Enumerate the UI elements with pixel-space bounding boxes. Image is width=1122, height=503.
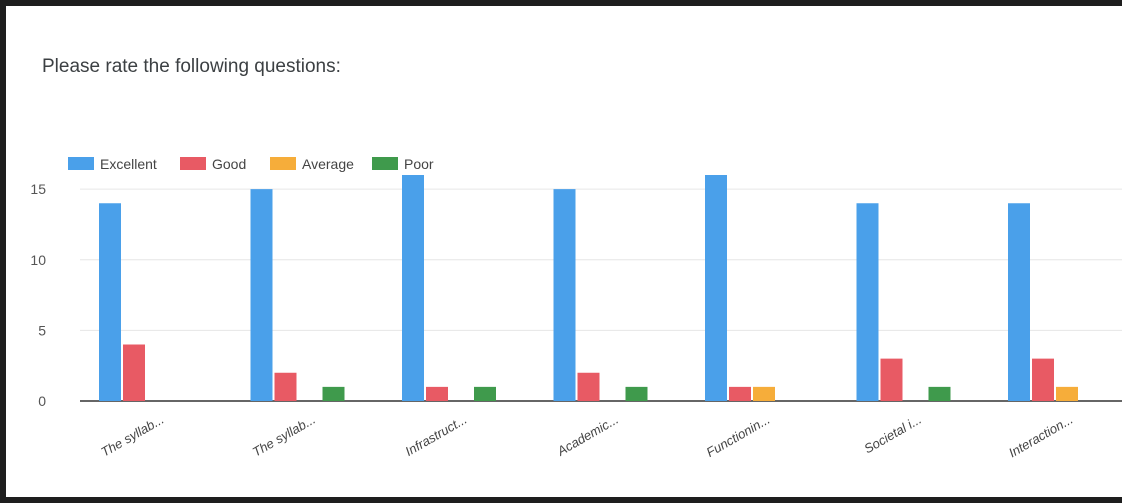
bar-good-5 — [880, 358, 903, 401]
legend-label-average: Average — [302, 156, 354, 172]
bar-excellent-3 — [553, 189, 576, 401]
x-category-label-6: Interaction... — [1006, 412, 1075, 461]
bar-excellent-2 — [402, 175, 424, 401]
bar-poor-5 — [928, 386, 951, 401]
x-category-label-1: The syllab... — [250, 412, 318, 460]
bar-good-1 — [274, 372, 297, 401]
y-tick-label-15: 15 — [30, 181, 46, 197]
bar-good-2 — [426, 386, 448, 401]
x-category-label-4: Functionin... — [704, 412, 773, 460]
y-tick-label-0: 0 — [38, 393, 46, 409]
bar-average-4 — [753, 386, 775, 401]
y-tick-label-5: 5 — [38, 322, 46, 338]
x-category-label-0: The syllab... — [98, 412, 166, 460]
legend-swatch-poor — [372, 157, 398, 170]
x-category-label-5: Societal i... — [861, 412, 924, 457]
legend-label-poor: Poor — [404, 156, 434, 172]
legend-swatch-excellent — [68, 157, 94, 170]
bar-poor-2 — [474, 386, 496, 401]
bar-excellent-0 — [99, 203, 121, 401]
bar-excellent-4 — [705, 175, 727, 401]
legend-swatch-average — [270, 157, 296, 170]
legend-label-good: Good — [212, 156, 246, 172]
bar-excellent-5 — [856, 203, 879, 401]
x-category-label-2: Infrastruct... — [403, 412, 470, 459]
bar-excellent-6 — [1008, 203, 1030, 401]
legend-swatch-good — [180, 157, 206, 170]
chart-title: Please rate the following questions: — [42, 56, 341, 77]
bar-good-4 — [729, 386, 751, 401]
bar-average-6 — [1056, 386, 1078, 401]
bar-poor-1 — [322, 386, 345, 401]
y-tick-label-10: 10 — [30, 252, 46, 268]
x-category-label-3: Academic... — [554, 412, 621, 459]
bar-excellent-1 — [250, 189, 273, 401]
legend-label-excellent: Excellent — [100, 156, 157, 172]
bar-good-0 — [123, 344, 145, 401]
bar-poor-3 — [625, 386, 648, 401]
bar-good-6 — [1032, 358, 1054, 401]
bar-good-3 — [577, 372, 600, 401]
